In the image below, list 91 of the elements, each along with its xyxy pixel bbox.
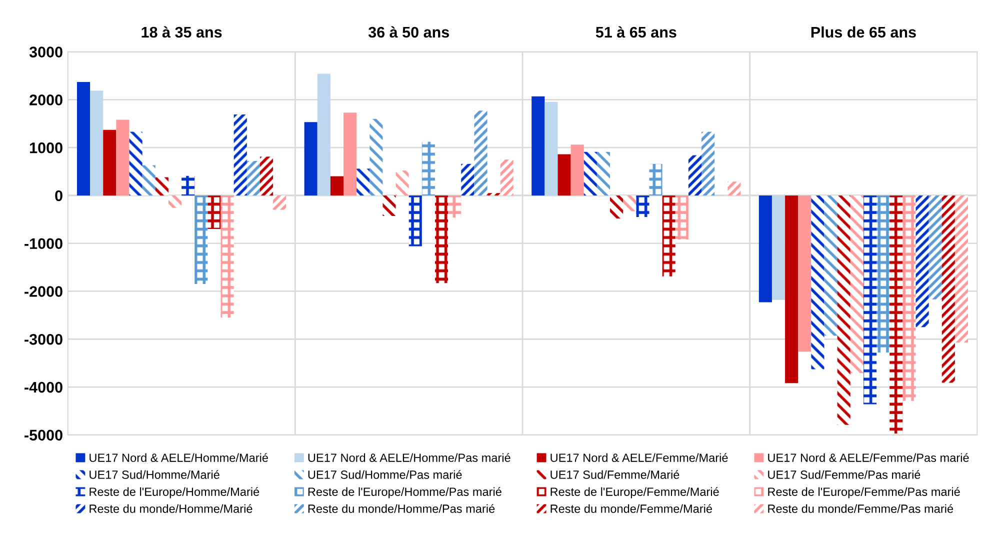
bar — [194, 195, 208, 284]
bar — [837, 195, 850, 425]
bar — [474, 110, 488, 196]
bar — [675, 195, 688, 240]
bar — [129, 132, 142, 196]
legend-label: UE17 Sud/Homme/Pas marié — [308, 470, 462, 479]
bar — [448, 195, 462, 218]
bar — [772, 195, 786, 300]
bar — [408, 195, 422, 246]
legend-label: Reste de l'Europe/Femme/Pas marié — [768, 487, 960, 498]
bar — [208, 195, 221, 229]
bar — [570, 144, 584, 196]
bar — [142, 165, 156, 196]
bar — [304, 122, 318, 196]
legend-label: Reste de l'Europe/Femme/Marié — [550, 487, 719, 498]
bar — [954, 195, 968, 342]
bar — [798, 195, 812, 352]
bar — [544, 102, 558, 196]
bar — [636, 195, 650, 217]
legend-label: UE17 Sud/Femme/Pas marié — [768, 470, 920, 479]
y-tick-label: 3000 — [29, 46, 62, 58]
bar — [876, 195, 890, 353]
bar — [382, 195, 396, 216]
bar — [662, 195, 676, 276]
x-tick-label: 36 à 50 ans — [368, 26, 449, 38]
bar — [116, 120, 130, 196]
legend-label: UE17 Sud/Femme/Marié — [550, 470, 680, 479]
bar — [916, 195, 929, 328]
bar — [728, 182, 741, 196]
bar — [890, 195, 903, 434]
bar — [824, 195, 838, 336]
bar — [785, 195, 798, 384]
legend-label: Reste de l'Europe/Homme/Pas marié — [308, 487, 502, 498]
legend-label: UE17 Nord & AELE/Homme/Marié — [90, 453, 268, 462]
bar — [396, 170, 409, 196]
y-tick-label: 1000 — [30, 142, 62, 154]
y-tick-label: -2000 — [24, 286, 62, 297]
legend-label: Reste du monde/Homme/Marié — [90, 504, 252, 513]
y-tick-label: 0 — [55, 190, 62, 202]
bar — [273, 195, 286, 210]
bar — [758, 195, 772, 302]
bar — [649, 164, 662, 196]
legend-label: UE17 Sud/Homme/Marié — [90, 470, 220, 479]
bar — [532, 96, 545, 196]
bar — [103, 130, 116, 196]
legend-label: UE17 Nord & AELE/Homme/Pas marié — [308, 453, 510, 462]
y-tick-label: -4000 — [24, 382, 62, 393]
y-tick-label: 2000 — [30, 94, 62, 106]
bar — [850, 195, 864, 374]
x-tick-label: Plus de 65 ans — [811, 26, 916, 38]
bar — [584, 152, 597, 196]
bar — [902, 195, 916, 401]
bar — [168, 195, 182, 208]
y-tick-label: -3000 — [24, 334, 62, 345]
bar — [220, 195, 234, 318]
bar — [356, 168, 370, 196]
bar — [500, 160, 514, 196]
bar — [344, 112, 357, 196]
bar — [811, 195, 824, 370]
legend-label: UE17 Nord & AELE/Femme/Pas marié — [768, 453, 969, 462]
bar — [155, 177, 168, 196]
bar — [182, 176, 195, 196]
bar — [246, 160, 260, 196]
legend-label: UE17 Nord & AELE/Femme/Marié — [550, 453, 728, 462]
bar — [461, 164, 474, 196]
bar — [370, 118, 383, 196]
bar — [422, 142, 435, 196]
bar — [942, 195, 955, 383]
x-tick-label: 51 à 65 ans — [596, 26, 676, 38]
bar — [434, 195, 448, 284]
bar — [610, 195, 624, 218]
bar — [90, 90, 104, 196]
legend-label: Reste du monde/Femme/Pas marié — [768, 504, 954, 513]
bar — [688, 155, 702, 196]
bar — [623, 195, 636, 212]
bar — [260, 156, 274, 196]
x-tick-label: 18 à 35 ans — [142, 26, 222, 38]
bar — [702, 132, 715, 196]
bar — [596, 152, 610, 196]
y-tick-label: -5000 — [24, 430, 62, 441]
bar — [234, 114, 247, 196]
legend-label: Reste du monde/Femme/Marié — [550, 504, 712, 513]
bar — [76, 82, 90, 196]
y-tick-label: -1000 — [24, 238, 62, 250]
bar — [317, 74, 330, 196]
legend-label: Reste de l'Europe/Homme/Marié — [90, 487, 260, 498]
bar — [330, 176, 344, 196]
legend-label: Reste du monde/Homme/Pas marié — [308, 504, 495, 513]
bar — [558, 154, 571, 196]
bar — [863, 195, 877, 404]
bar — [928, 195, 942, 300]
